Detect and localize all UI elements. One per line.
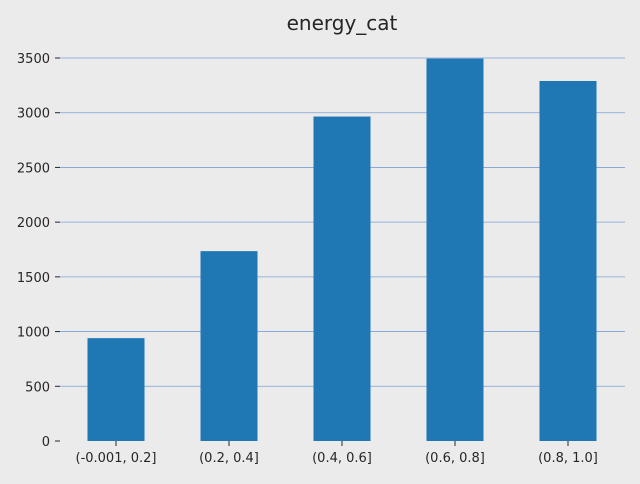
y-tick-label: 3000 (17, 107, 50, 122)
bar (87, 338, 145, 441)
x-tick-label: (0.6, 0.8] (425, 451, 485, 466)
x-tick-label: (-0.001, 0.2] (76, 451, 157, 466)
y-tick-label: 0 (42, 435, 50, 450)
x-tick-label: (0.8, 1.0] (538, 451, 598, 466)
y-tick-label: 2000 (17, 216, 50, 231)
y-tick-label: 500 (25, 380, 50, 395)
y-tick-label: 1000 (17, 326, 50, 341)
bar (426, 58, 484, 441)
bar (200, 251, 258, 441)
bars (87, 58, 597, 442)
x-tick-label: (0.4, 0.6] (312, 451, 372, 466)
y-tick-label: 2500 (17, 161, 50, 176)
bar (539, 80, 597, 441)
bar (313, 116, 371, 442)
y-tick-label: 1500 (17, 271, 50, 286)
x-axis: (-0.001, 0.2] (0.2, 0.4] (0.4, 0.6] (0.6, 0… (76, 441, 598, 466)
chart-title: energy_cat (287, 11, 398, 35)
y-tick-label: 3500 (17, 52, 50, 67)
y-axis: 0 500 1000 1500 2000 2500 3000 3500 (17, 52, 60, 450)
x-tick-label: (0.2, 0.4] (199, 451, 259, 466)
